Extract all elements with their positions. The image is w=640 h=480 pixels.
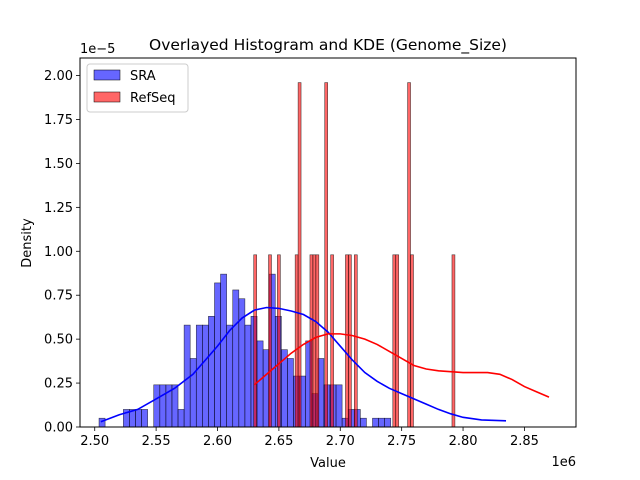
refseq-bar bbox=[324, 82, 328, 428]
sra-bar bbox=[189, 358, 197, 428]
legend-swatch-refseq bbox=[93, 91, 121, 103]
sra-bar bbox=[159, 384, 167, 428]
refseq-bar bbox=[392, 254, 397, 428]
sra-bar bbox=[226, 324, 234, 428]
x-axis-offset-label: 1e6 bbox=[551, 455, 576, 470]
sra-bar bbox=[360, 417, 367, 428]
refseq-bar bbox=[268, 254, 272, 428]
refseq-bar bbox=[348, 254, 352, 428]
x-axis-ticks: 2.50 2.55 2.60 2.65 2.70 2.75 2.80 2.85 bbox=[80, 427, 539, 449]
refseq-bar bbox=[451, 254, 456, 428]
refseq-bar bbox=[345, 254, 349, 428]
refseq-kde-line bbox=[253, 333, 550, 398]
y-tick-label: 2.00 bbox=[44, 69, 73, 84]
sra-bar bbox=[384, 417, 392, 428]
sra-kde-line bbox=[100, 306, 507, 423]
x-axis-label: Value bbox=[310, 456, 346, 471]
sra-bar bbox=[378, 417, 385, 428]
x-tick-label: 2.55 bbox=[142, 434, 171, 449]
y-axis-offset-label: 1e−5 bbox=[80, 42, 115, 57]
plot-area bbox=[80, 58, 576, 427]
sra-bar bbox=[208, 315, 215, 428]
legend: SRA RefSeq bbox=[86, 63, 189, 113]
refseq-bar bbox=[253, 254, 257, 428]
x-tick-label: 2.85 bbox=[510, 434, 539, 449]
sra-bar bbox=[183, 324, 191, 428]
refseq-bar bbox=[410, 254, 414, 428]
x-tick-label: 2.80 bbox=[449, 434, 478, 449]
sra-bar bbox=[335, 384, 343, 428]
x-tick-label: 2.65 bbox=[264, 434, 293, 449]
y-tick-label: 1.75 bbox=[44, 113, 73, 128]
sra-bar bbox=[171, 384, 179, 428]
y-tick-label: 0.50 bbox=[44, 333, 73, 348]
refseq-bar bbox=[395, 254, 400, 428]
sra-bar bbox=[214, 282, 221, 428]
refseq-bar bbox=[330, 254, 334, 428]
x-tick-label: 2.50 bbox=[80, 434, 109, 449]
y-tick-label: 1.25 bbox=[44, 201, 73, 216]
sra-bar bbox=[141, 409, 148, 428]
y-axis-label: Density bbox=[20, 218, 35, 268]
sra-bar bbox=[372, 417, 379, 428]
x-tick-label: 2.70 bbox=[326, 434, 355, 449]
refseq-bar bbox=[277, 254, 281, 428]
sra-bar bbox=[195, 324, 203, 428]
refseq-bar bbox=[312, 254, 317, 428]
sra-bar bbox=[244, 324, 252, 428]
x-tick-label: 2.60 bbox=[203, 434, 232, 449]
legend-swatch-sra bbox=[93, 69, 121, 81]
kde-curves bbox=[100, 306, 550, 423]
sra-bar bbox=[135, 409, 142, 428]
y-tick-label: 0.75 bbox=[44, 289, 73, 304]
refseq-bar bbox=[297, 82, 302, 428]
sra-bar bbox=[287, 358, 294, 428]
y-tick-label: 1.00 bbox=[44, 245, 73, 260]
chart-title: Overlayed Histogram and KDE (Genome_Size… bbox=[149, 36, 507, 55]
sra-bar bbox=[256, 340, 264, 428]
x-tick-label: 2.75 bbox=[387, 434, 416, 449]
refseq-bar bbox=[315, 254, 320, 428]
legend-label-refseq: RefSeq bbox=[130, 91, 176, 106]
legend-label-sra: SRA bbox=[130, 69, 156, 84]
sra-bar bbox=[177, 409, 185, 428]
sra-bar bbox=[220, 273, 227, 428]
refseq-bar bbox=[294, 254, 299, 428]
refseq-bar bbox=[407, 82, 411, 428]
y-tick-label: 1.50 bbox=[44, 157, 73, 172]
sra-bar bbox=[232, 289, 240, 428]
sra-bar bbox=[202, 324, 209, 428]
refseq-bar bbox=[354, 254, 358, 428]
y-axis-ticks: 0.00 0.25 0.50 0.75 1.00 1.25 1.50 1.75 2.00 bbox=[44, 69, 80, 436]
sra-bar bbox=[153, 384, 161, 428]
sra-bar bbox=[98, 417, 106, 428]
y-tick-label: 0.25 bbox=[44, 377, 73, 392]
plot-frame bbox=[79, 57, 577, 428]
y-tick-label: 0.00 bbox=[44, 421, 73, 436]
